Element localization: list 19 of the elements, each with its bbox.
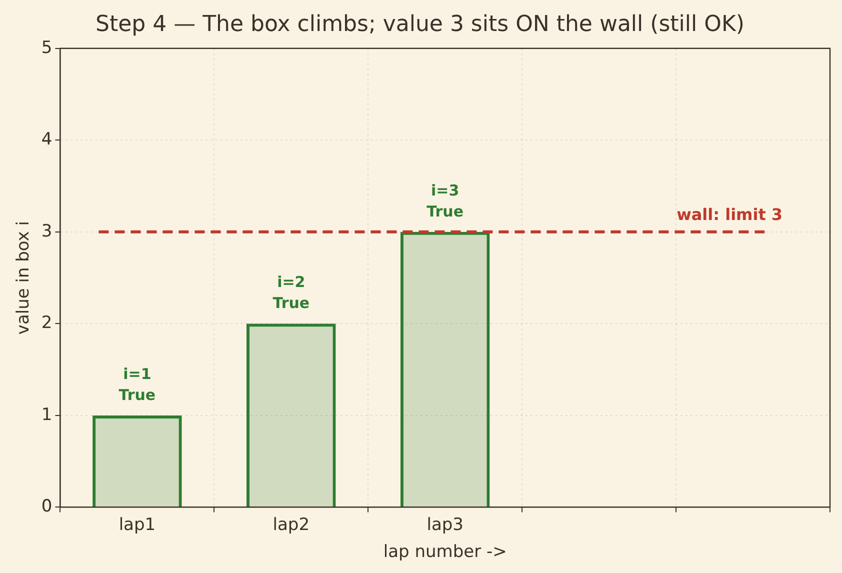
y-tick-label: 3 [41,221,52,242]
y-tick-label: 0 [41,496,52,517]
data-label: i=2 True [272,273,310,312]
y-axis-title: value in box i [14,220,34,335]
y-tick-label: 1 [41,404,52,425]
bar [92,415,182,507]
bar [400,232,490,507]
chart-title: Step 4 — The box climbs; value 3 sits ON the wall (still OK) [96,12,744,37]
x-tick-label: lap1 [118,514,156,535]
data-label: i=3 True [426,181,464,220]
x-axis-title: lap number -> [383,542,507,562]
x-tick-label: lap3 [426,514,464,535]
bar [246,324,336,507]
y-tick-label: 4 [41,130,52,150]
x-tick-label: lap2 [272,514,310,535]
y-tick-label: 2 [41,313,52,334]
y-tick-label: 5 [41,38,52,58]
ref-line-label: wall: limit 3 [676,205,783,224]
data-label: i=1 True [118,364,156,404]
